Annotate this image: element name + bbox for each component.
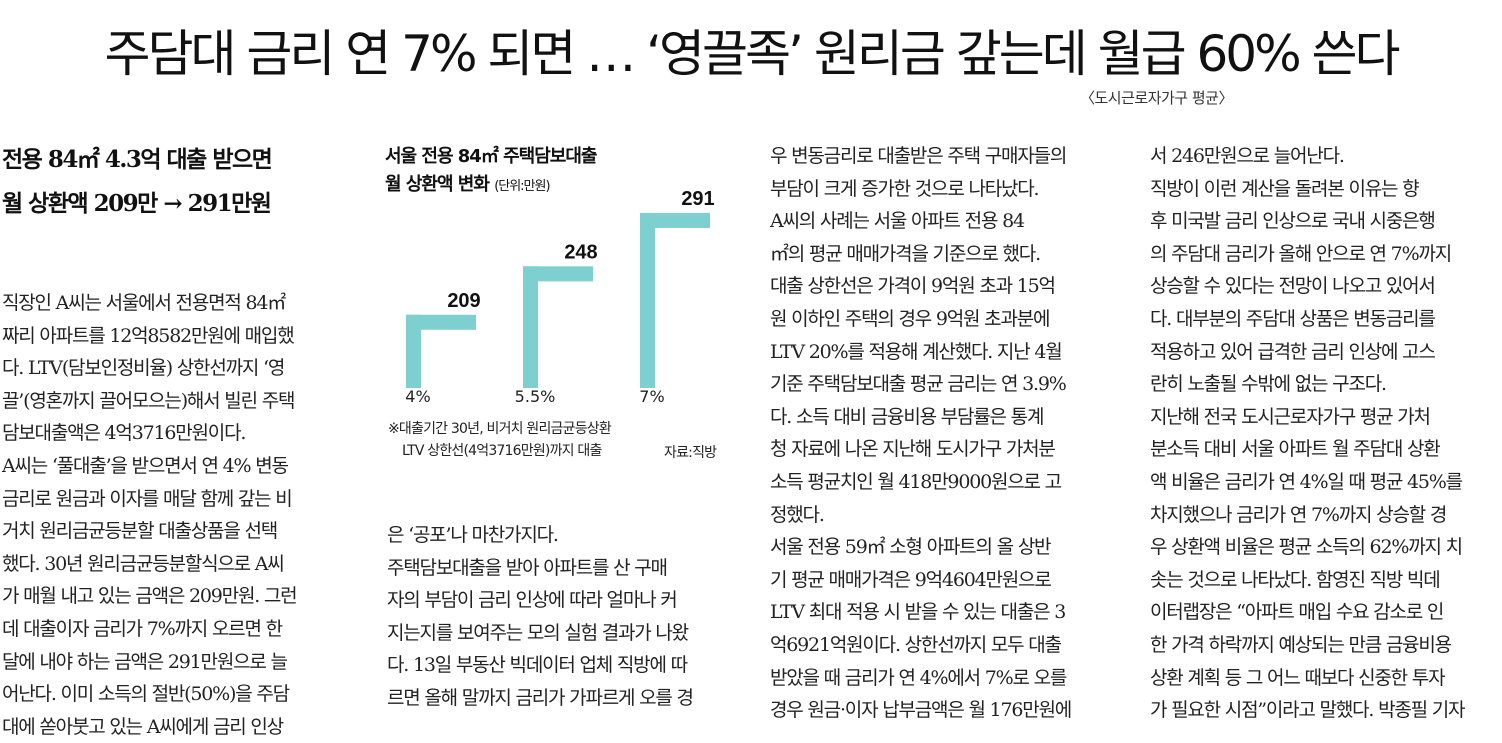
chart-footnote-2: LTV 상한선(4억3716만원)까지 대출 — [402, 443, 602, 459]
col3-line: 기 평균 매매가격은 9억4604만원으로 — [770, 568, 1052, 591]
col1-line: 직장인 A씨는 서울에서 전용면적 84㎡ — [2, 292, 286, 314]
col4-line: 상환 계획 등 그 어느 때보다 신중한 투자 — [1150, 666, 1446, 689]
col4-line: 서 246만원으로 늘어난다. — [1150, 145, 1345, 167]
col4-line: 후 미국발 금리 인상으로 국내 시중은행 — [1150, 210, 1436, 233]
col4-line: 이터랩장은 “아파트 매입 수요 감소로 인 — [1150, 601, 1444, 624]
body-column-1: 직장인 A씨는 서울에서 전용면적 84㎡ 짜리 아파트를 12억8582만원에 … — [2, 287, 352, 743]
chart-bar-arm-4% — [406, 314, 476, 330]
col3-line: 원 이하인 주택의 경우 9억원 초과분에 — [770, 307, 1050, 330]
col1-line: 담보대출액은 4억3716만원이다. — [2, 422, 246, 445]
col4-line: 다. 대부분의 주담대 상품은 변동금리를 — [1150, 307, 1436, 330]
col1-line: 대에 쏟아붓고 있는 A씨에게 금리 인상 — [2, 715, 284, 738]
headline: 주담대 금리 연 7% 되면 … ‘영끌족’ 원리금 갚는데 월급 60% 쓴다 — [104, 25, 1400, 83]
col1-line: 달에 내야 하는 금액은 291만원으로 늘 — [2, 650, 288, 673]
col4-line: 적용하고 있어 급격한 금리 인상에 고스 — [1150, 340, 1436, 363]
col3-line: 대출 상한선은 가격이 9억원 초과 15억 — [770, 275, 1056, 298]
col2-line: 르면 올해 말까지 금리가 가파르게 오를 경 — [387, 686, 694, 709]
col1-line: A씨는 ‘풀대출’을 받으면서 연 4% 변동 — [2, 454, 289, 477]
col4-line: 직방이 이런 계산을 돌려본 이유는 향 — [1150, 177, 1420, 200]
col3-line: 다. 소득 대비 금융비용 부담률은 통계 — [770, 405, 1044, 428]
col1-line: 다. LTV(담보인정비율) 상한선까지 ‘영 — [2, 357, 285, 380]
chart-value-label: 248 — [564, 241, 597, 263]
col1-line: 가 매월 내고 있는 금액은 209만원. 그런 — [2, 585, 298, 608]
col4-line: 솟는 것으로 나타났다. 함영진 직방 빅데 — [1150, 568, 1441, 591]
col2-line: 지는지를 보여주는 모의 실험 결과가 나왔 — [387, 621, 689, 644]
col1-line: 데 대출이자 금리가 7%까지 오르면 한 — [2, 617, 283, 640]
chart-value-label: 291 — [681, 188, 714, 210]
col3-line: 정했다. — [770, 503, 825, 526]
chart-bar-arm-5.5% — [523, 266, 593, 282]
col1-line: 짜리 아파트를 12억8582만원에 매입했 — [2, 324, 295, 347]
chart-bar-7% — [640, 212, 655, 388]
col1-line: 어난다. 이미 소득의 절반(50%)을 주담 — [2, 683, 290, 706]
col1-line: 금리로 원금과 이자를 매달 함께 갚는 비 — [2, 487, 293, 510]
chart-title-line-1: 서울 전용 84㎡ 주택담보대출 — [385, 146, 597, 167]
chart-category-label: 7% — [639, 387, 664, 406]
chart-category-label: 4% — [405, 387, 430, 406]
col4-line: 차지했으나 금리가 연 7%까지 상승할 경 — [1150, 503, 1447, 526]
col3-line: 경우 원금·이자 납부금액은 월 176만원에 — [770, 699, 1072, 722]
col3-line: 부담이 크게 증가한 것으로 나타났다. — [770, 177, 1040, 200]
col4-line: 우 상환액 비율은 평균 소득의 62%까지 치 — [1150, 536, 1463, 559]
chart-footnote-1: ※대출기간 30년, 비거치 원리금균등상환 — [388, 421, 612, 437]
col3-line: LTV 20%를 적용해 계산했다. 지난 4월 — [770, 340, 1063, 363]
chart-plot: 209 4% 248 5.5% 291 7% — [405, 188, 714, 406]
col4-line: 액 비율은 금리가 연 4%일 때 평균 45%를 — [1150, 470, 1463, 493]
col2-line: 다. 13일 부동산 빅데이터 업체 직방에 따 — [387, 654, 688, 677]
col3-line: 기준 주택담보대출 평균 금리는 연 3.9% — [770, 373, 1067, 396]
col1-line: 거치 원리금균등분할 대출상품을 선택 — [2, 520, 278, 543]
chart-title-line-2: 월 상환액 변화 — [385, 174, 490, 195]
col4-line: 한 가격 하락까지 예상되는 만큼 금융비용 — [1150, 633, 1452, 656]
col1-line: 끌’(영혼까지 끌어모으는)해서 빌린 주택 — [2, 389, 295, 412]
col3-line: 받았을 때 금리가 연 4%에서 7%로 오를 — [770, 666, 1067, 689]
col3-line: 억6921억원이다. 상한선까지 모두 대출 — [770, 633, 1062, 656]
col4-line: 지난해 전국 도시근로자가구 평균 가처 — [1150, 405, 1431, 428]
chart-unit: (단위:만원) — [494, 179, 550, 194]
col1-line: 했다. 30년 원리금균등분할식으로 A씨 — [2, 552, 285, 575]
col4-line: 상승할 수 있다는 전망이 나오고 있어서 — [1150, 275, 1436, 298]
chart-bar-arm-7% — [640, 212, 710, 228]
col3-line: LTV 최대 적용 시 받을 수 있는 대출은 3 — [770, 601, 1066, 624]
col3-line: ㎡의 평균 매매가격을 기준으로 했다. — [770, 242, 1041, 265]
col3-line: 청 자료에 나온 지난해 도시가구 가처분 — [770, 438, 1056, 461]
chart-source: 자료:직방 — [664, 445, 717, 461]
col2-line: 은 ‘공포’나 마찬가지다. — [387, 524, 559, 546]
chart-base-note: 〈도시근로자가구 평균〉 — [1080, 89, 1233, 107]
col4-line: 란히 노출될 수밖에 없는 구조다. — [1150, 373, 1387, 396]
chart-bar-5.5% — [523, 266, 538, 388]
col3-line: 소득 평균치인 월 418만9000원으로 고 — [770, 470, 1062, 493]
chart-bar-4% — [406, 314, 421, 388]
col4-line: 가 필요한 시점”이라고 말했다. 박종필 기자 — [1150, 699, 1466, 722]
col3-line: 우 변동금리로 대출받은 주택 구매자들의 — [770, 145, 1067, 167]
chart-value-label: 209 — [447, 290, 480, 312]
col3-line: A씨의 사례는 서울 아파트 전용 84 — [770, 210, 1025, 233]
col3-line: 서울 전용 59㎡ 소형 아파트의 올 상반 — [770, 536, 1051, 559]
col4-line: 의 주담대 금리가 올해 안으로 연 7%까지 — [1150, 242, 1452, 265]
subheadline-line-1: 전용 84㎡ 4.3억 대출 받으면 — [2, 146, 273, 173]
subheadline-line-2: 월 상환액 209만 → 291만원 — [2, 190, 272, 217]
chart-category-label: 5.5% — [515, 387, 556, 406]
col2-line: 자의 부담이 금리 인상에 따라 얼마나 커 — [387, 589, 678, 612]
col4-line: 분소득 대비 서울 아파트 월 주담대 상환 — [1150, 438, 1441, 461]
col2-line: 주택담보대출을 받아 아파트를 산 구매 — [387, 556, 668, 579]
repayment-chart: 서울 전용 84㎡ 주택담보대출 월 상환액 변화 (단위:만원) 209 4% 2… — [380, 138, 740, 468]
